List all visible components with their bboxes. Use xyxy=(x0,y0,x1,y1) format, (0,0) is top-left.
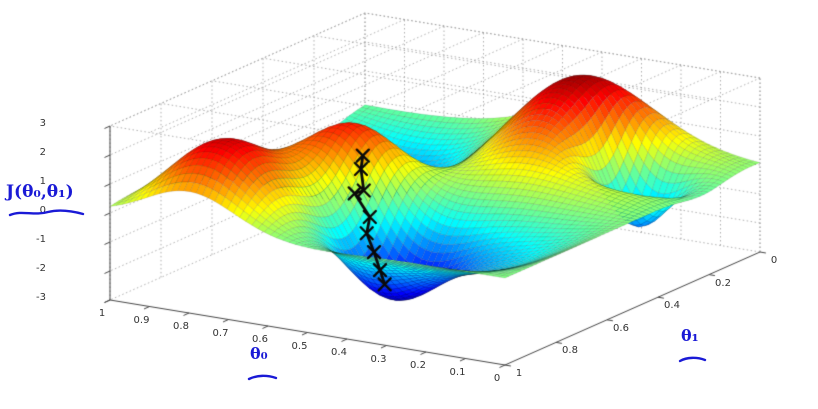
theta1-underline-mark xyxy=(678,356,707,363)
theta1-axis-label: θ₁ xyxy=(681,326,699,345)
theta0-axis-label: θ₀ xyxy=(250,344,268,363)
cost-function-label: J(θ₀,θ₁) xyxy=(6,182,74,203)
theta0-underline-mark xyxy=(247,374,278,381)
cost-label-underline-mark xyxy=(8,209,85,217)
theta0-axis-text: θ₀ xyxy=(250,344,268,363)
cost-function-text: J(θ₀,θ₁) xyxy=(6,182,74,202)
theta1-axis-text: θ₁ xyxy=(681,326,699,345)
